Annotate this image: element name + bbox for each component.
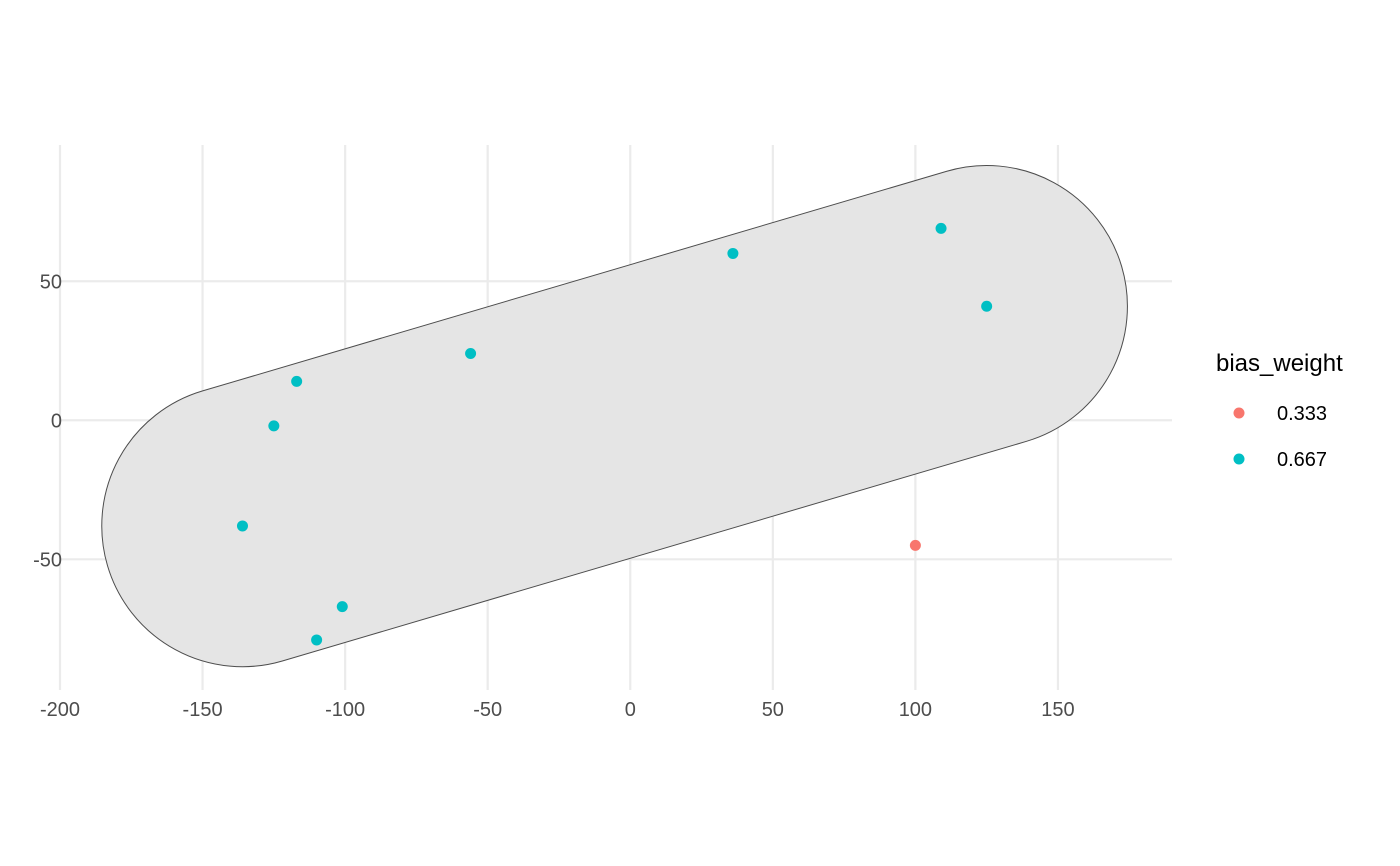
legend-entries: 0.333 0.667 bbox=[1233, 403, 1327, 471]
data-point bbox=[268, 420, 280, 432]
legend-title: bias_weight bbox=[1216, 350, 1343, 377]
legend-key bbox=[1233, 453, 1245, 465]
x-tick-label: -200 bbox=[40, 699, 80, 721]
legend: bias_weight 0.333 0.667 bbox=[1216, 350, 1343, 471]
y-tick-label: 0 bbox=[51, 410, 62, 432]
x-tick-label: -100 bbox=[325, 699, 365, 721]
y-axis-tick-labels: -50 0 50 bbox=[33, 271, 62, 571]
legend-label: 0.333 bbox=[1277, 403, 1327, 425]
data-points bbox=[236, 222, 993, 646]
hull-region bbox=[101, 164, 1128, 668]
y-tick-label: -50 bbox=[33, 549, 62, 571]
x-tick-label: 50 bbox=[762, 699, 784, 721]
data-point bbox=[311, 634, 323, 646]
legend-item: 0.333 bbox=[1233, 403, 1327, 425]
x-tick-label: 100 bbox=[899, 699, 932, 721]
legend-item: 0.667 bbox=[1233, 449, 1327, 471]
x-tick-label: -50 bbox=[473, 699, 502, 721]
data-point bbox=[981, 300, 993, 312]
data-point bbox=[336, 601, 348, 613]
legend-label: 0.667 bbox=[1277, 449, 1327, 471]
data-point bbox=[727, 247, 739, 259]
x-tick-label: -150 bbox=[183, 699, 223, 721]
data-point bbox=[935, 222, 947, 234]
data-point bbox=[909, 539, 921, 551]
data-point bbox=[291, 375, 303, 387]
legend-key bbox=[1233, 407, 1245, 419]
hull-shape bbox=[101, 164, 1128, 668]
x-tick-label: 150 bbox=[1041, 699, 1074, 721]
data-point bbox=[236, 520, 248, 532]
data-point bbox=[465, 348, 477, 360]
x-tick-label: 0 bbox=[625, 699, 636, 721]
y-tick-label: 50 bbox=[40, 271, 62, 293]
x-axis-tick-labels: -200 -150 -100 -50 0 50 100 150 bbox=[40, 699, 1075, 721]
